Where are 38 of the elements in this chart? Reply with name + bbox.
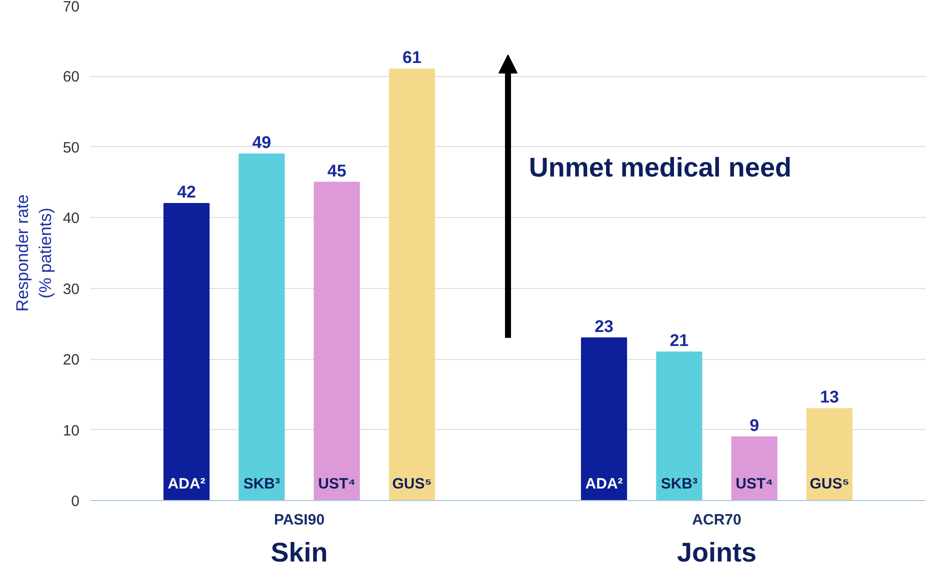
text: Joints — [676, 538, 757, 568]
data-label: 61 — [402, 48, 422, 68]
y-tick-label: 30 — [62, 280, 80, 298]
series-label: GUS⁵ — [392, 476, 432, 492]
text: SKB³ — [660, 476, 698, 492]
y-tick-label: 70 — [62, 0, 80, 16]
y-tick-label: 0 — [71, 493, 80, 510]
data-label: 9 — [750, 416, 760, 435]
y-tick-label: 60 — [62, 68, 80, 86]
data-label: 23 — [594, 316, 614, 336]
series-label: ADA² — [168, 476, 206, 492]
data-label: 42 — [177, 182, 196, 202]
y-tick-label: 40 — [62, 210, 80, 228]
text: GUS⁵ — [810, 476, 850, 492]
text: UST⁴ — [736, 476, 774, 492]
bar — [656, 352, 702, 500]
bar — [314, 182, 360, 500]
y-axis-title: Responder rate (% patients) — [13, 194, 55, 312]
x-tick-label: PASI90 — [274, 512, 325, 528]
series-label: SKB³ — [243, 476, 280, 492]
text: Skin — [270, 538, 328, 568]
bar — [388, 68, 436, 500]
bar — [806, 408, 853, 500]
bar — [238, 154, 285, 500]
y-tick-label: 20 — [62, 352, 80, 369]
bar — [731, 436, 778, 500]
text: ADA² — [585, 476, 623, 492]
bar — [163, 203, 210, 500]
x-tick-label: ACR70 — [692, 512, 742, 528]
data-label: 49 — [252, 133, 272, 152]
annotation: Unmet medical need — [528, 152, 792, 182]
data-label: 13 — [820, 388, 839, 407]
series-label: UST⁴ — [318, 476, 356, 492]
data-label: 21 — [670, 331, 689, 350]
bar — [580, 337, 628, 500]
y-tick-label: 50 — [62, 139, 80, 156]
data-label: 45 — [327, 161, 346, 180]
y-tick-label: 10 — [62, 422, 80, 440]
